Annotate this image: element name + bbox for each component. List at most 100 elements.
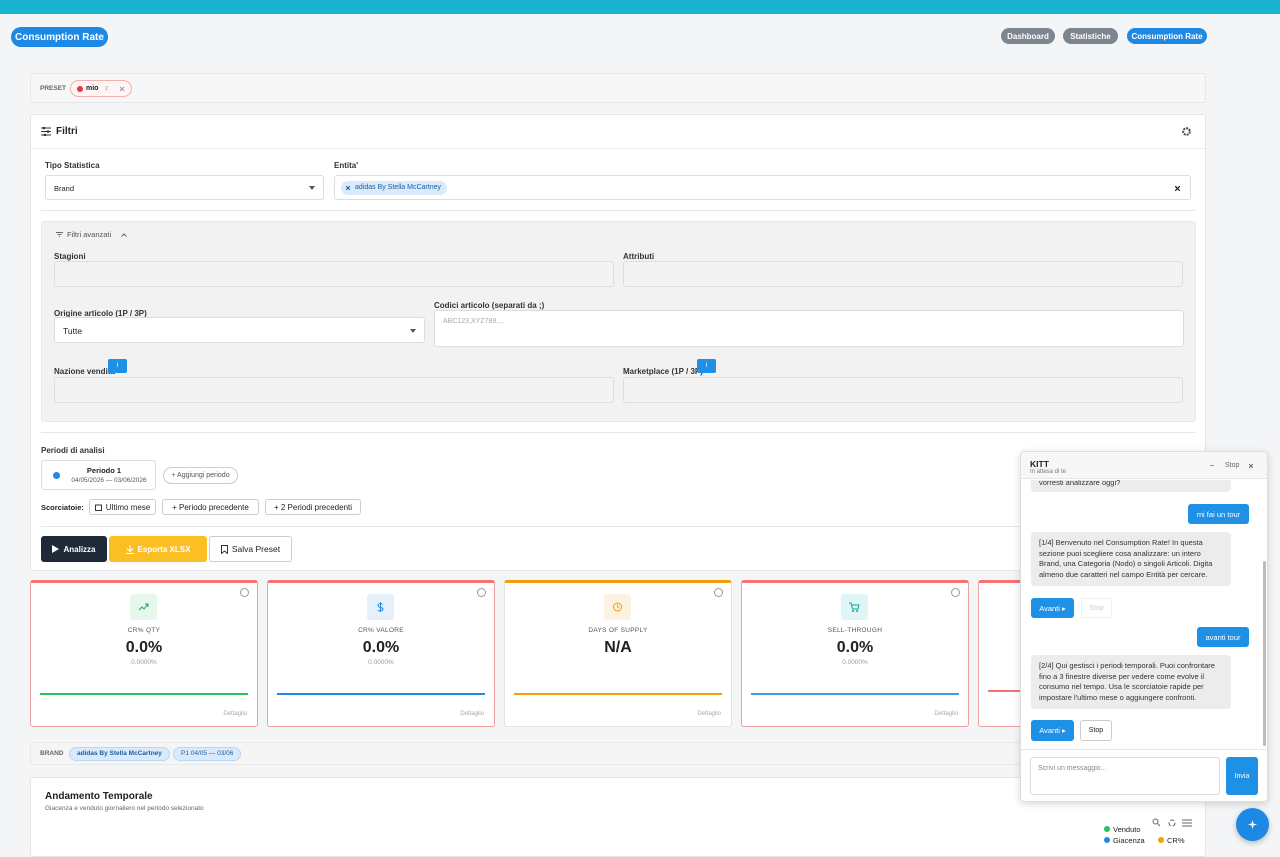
info-button[interactable] (951, 588, 960, 597)
analyze-button[interactable]: Analizza (41, 536, 107, 562)
kpi-detail[interactable]: Dettaglio (460, 711, 484, 717)
play-icon (52, 545, 60, 553)
kpi-card: SELL-THROUGH 0.0% 0.0000% Dettaglio (741, 580, 969, 727)
tipo-select[interactable]: Brand (45, 175, 324, 200)
shortcut[interactable]: + Periodo precedente (162, 499, 259, 515)
divider (31, 148, 1205, 149)
kpi-glyph (138, 603, 149, 610)
kpi-icon (841, 594, 868, 620)
filters-card: Filtri Tipo Statistica Brand Entita' adi… (30, 114, 1206, 571)
top-bar (0, 0, 1280, 14)
kpi-detail[interactable]: Dettaglio (697, 711, 721, 717)
info-badge[interactable]: i (697, 359, 716, 373)
chat-input[interactable]: Scrivi un messaggio... (1030, 757, 1220, 795)
context-chip: adidas By Stella McCartney (69, 747, 170, 761)
nav-statistiche[interactable]: Statistiche (1063, 28, 1118, 44)
legend-marker (1104, 826, 1110, 832)
info-button[interactable] (240, 588, 249, 597)
origine-select[interactable]: Tutte (54, 317, 425, 343)
export-button[interactable]: Esporta XLSX (109, 536, 207, 562)
settings-icon[interactable] (1182, 127, 1191, 136)
legend-label[interactable]: Venduto (1113, 825, 1141, 834)
advanced-panel: Filtri avanzati Stagioni Attributi Origi… (41, 221, 1196, 422)
nav-consumption[interactable]: Consumption Rate (1127, 28, 1207, 44)
next-button[interactable]: Avanti ▸ (1031, 720, 1074, 741)
user-message: mi fai un tour (1188, 504, 1249, 524)
bot-message: [1/4] Benvenuto nel Consumption Rate! In… (1031, 532, 1231, 586)
info-button[interactable] (714, 588, 723, 597)
info-button[interactable] (477, 588, 486, 597)
kpi-line (40, 693, 248, 695)
codici-textarea[interactable]: ABC123,XYZ789,... (434, 310, 1184, 347)
entita-chip[interactable]: adidas By Stella McCartney (341, 181, 447, 195)
kpi-detail[interactable]: Dettaglio (223, 711, 247, 717)
period-card[interactable]: Periodo 1 04/05/2026 — 03/06/2026 (41, 460, 156, 490)
context-chip: P1 04/05 — 03/06 (173, 747, 242, 761)
filters-title: Filtri (56, 126, 78, 137)
close-button[interactable] (1249, 464, 1253, 468)
stagioni-label: Stagioni (54, 252, 86, 261)
chat-placeholder: Scrivi un messaggio... (1038, 765, 1107, 772)
advanced-title[interactable]: Filtri avanzati (67, 230, 112, 239)
preset-name: mio (86, 85, 99, 92)
trend-subtitle: Giacenza e venduto giornaliero nel perio… (45, 805, 204, 812)
stop-button[interactable]: Stop (1080, 720, 1112, 741)
legend-marker (1104, 837, 1110, 843)
context-bar: BRAND adidas By Stella McCartney P1 04/0… (30, 742, 1206, 765)
bot-message: vorresti analizzare oggi? (1031, 480, 1231, 492)
preset-chip[interactable]: mio 2 (70, 80, 132, 97)
kpi-detail[interactable]: Dettaglio (934, 711, 958, 717)
legend-marker (1158, 837, 1164, 843)
shortcut[interactable]: + 2 Periodi precedenti (265, 499, 361, 515)
sparkle-icon (1248, 820, 1257, 829)
entita-input[interactable]: adidas By Stella McCartney (334, 175, 1191, 200)
button-label: Esporta XLSX (137, 544, 191, 554)
shortcut-label: Ultimo mese (105, 502, 151, 512)
kpi-line (277, 693, 485, 695)
chip-remove[interactable] (346, 186, 350, 190)
chat-stop[interactable]: Stop (1225, 462, 1240, 469)
chat-messages: vorresti analizzare oggi? mi fai un tour… (1021, 480, 1267, 749)
add-period[interactable]: + Aggiungi periodo (163, 467, 238, 484)
scrollbar[interactable] (1263, 561, 1266, 746)
clear-icon[interactable] (1175, 186, 1180, 191)
user-message: avanti tour (1197, 627, 1249, 647)
chart-toolbar[interactable] (1152, 818, 1194, 828)
legend-label[interactable]: Giacenza (1113, 836, 1145, 845)
page-title: Consumption Rate (11, 27, 108, 47)
kpi-glyph (613, 602, 622, 611)
minimize-button[interactable] (1210, 465, 1214, 466)
shortcut[interactable]: Ultimo mese (89, 499, 156, 515)
chat-header: KITT In attesa di te Stop (1021, 452, 1267, 479)
preset-remove[interactable] (119, 86, 125, 92)
kpi-label: CR% VALORE (358, 627, 404, 634)
collapse-icon[interactable] (121, 233, 127, 237)
period-name: Periodo 1 (86, 466, 122, 475)
send-button[interactable]: Invia (1226, 757, 1258, 795)
info-badge[interactable]: i (108, 359, 127, 373)
kpi-icon (604, 594, 631, 620)
attributi-input[interactable] (623, 261, 1183, 287)
legend-label[interactable]: CR% (1167, 836, 1185, 845)
preset-bar: PRESET mio 2 (30, 73, 1206, 103)
stagioni-input[interactable] (54, 261, 614, 287)
kpi-label: DAYS OF SUPPLY (588, 627, 648, 634)
stop-button: Stop (1081, 598, 1112, 618)
codici-placeholder: ABC123,XYZ789,... (443, 318, 505, 325)
nazione-input[interactable] (54, 377, 614, 403)
assistant-fab[interactable] (1236, 808, 1269, 841)
preset-label: PRESET (40, 85, 67, 92)
marketplace-label: Marketplace (1P / 3P) (623, 367, 703, 376)
next-button[interactable]: Avanti ▸ (1031, 598, 1074, 618)
trend-title: Andamento Temporale (45, 791, 153, 802)
save-preset-button[interactable]: Salva Preset (209, 536, 292, 562)
kpi-card: CR% VALORE 0.0% 0.0000% Dettaglio (267, 580, 495, 727)
kpi-line (988, 690, 1028, 692)
filter-icon (56, 232, 63, 237)
chat-status: In attesa di te (1030, 469, 1067, 475)
marketplace-input[interactable] (623, 377, 1183, 403)
kpi-label: SELL-THROUGH (827, 627, 883, 634)
nav-dashboard[interactable]: Dashboard (1001, 28, 1055, 44)
